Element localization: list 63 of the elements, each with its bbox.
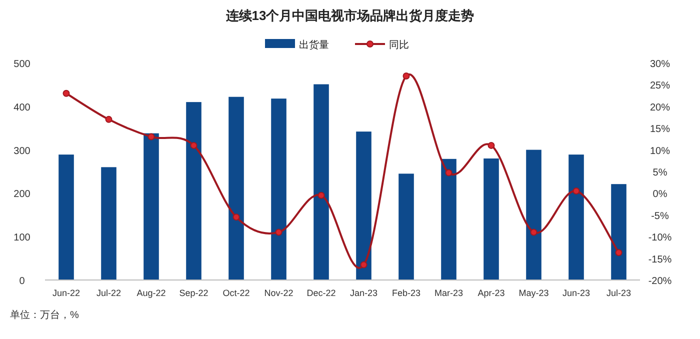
point [105, 116, 112, 123]
y-tick-label: 400 [14, 102, 31, 114]
y2-tick-label: -15% [648, 254, 672, 266]
bar [611, 184, 626, 280]
y-tick-label: 200 [14, 189, 31, 200]
bar [526, 150, 542, 280]
y2-tick-label: 20% [650, 102, 670, 114]
y-tick-label: 300 [14, 146, 31, 157]
x-tick-label: Sep-22 [179, 288, 208, 298]
bar [398, 174, 414, 280]
point [62, 90, 70, 97]
bar [314, 84, 329, 280]
legend-label: 出货量 [299, 39, 329, 51]
x-tick-label: Feb-23 [392, 288, 421, 298]
x-tick-label: Dec-22 [306, 288, 336, 298]
point [530, 228, 538, 236]
x-tick-label: Nov-22 [264, 288, 294, 298]
x-tick-label: Jul-22 [96, 288, 122, 298]
x-tick-label: Oct-22 [222, 288, 250, 298]
bar [568, 154, 584, 280]
bar [271, 98, 286, 280]
bar [484, 158, 499, 280]
y2-tick-label: 30% [650, 59, 670, 70]
bar [58, 154, 74, 280]
chart-title: 连续13个月中国电视市场品牌出货月度走势 [224, 8, 474, 23]
text: 单位：万台，% [10, 309, 79, 321]
point [275, 228, 282, 236]
y2-tick-label: 10% [650, 146, 670, 157]
bar [144, 133, 159, 280]
legend-label: 同比 [389, 39, 409, 51]
y2-tick-label: -20% [648, 276, 672, 287]
y2-tick-label: 25% [650, 80, 670, 92]
x-tick-label: Jul-23 [606, 288, 632, 298]
bar [186, 102, 202, 280]
x-tick-label: Mar-23 [434, 288, 464, 298]
point [360, 261, 368, 268]
x-tick-label: Jun-22 [52, 288, 80, 298]
x-tick-label: Aug-22 [136, 288, 166, 298]
y-tick-label: 500 [14, 59, 31, 70]
point [402, 72, 410, 80]
point [148, 133, 155, 140]
y2-tick-label: 0% [652, 189, 668, 200]
x-tick-label: Jun-23 [562, 288, 590, 298]
point [318, 192, 325, 199]
point [488, 142, 495, 149]
bar [356, 132, 372, 280]
y2-tick-label: 15% [650, 124, 670, 136]
point [190, 142, 198, 149]
y2-tick-label: -10% [648, 232, 672, 244]
y-tick-label: 100 [14, 232, 31, 244]
point [572, 188, 580, 195]
y2-tick-label: -5% [651, 210, 669, 222]
x-tick-label: Apr-23 [478, 288, 505, 298]
x-tick-label: Jan-23 [350, 288, 378, 298]
point [615, 249, 622, 256]
bar [441, 158, 456, 280]
y2-tick-label: 5% [652, 168, 668, 178]
x-tick-label: May-23 [518, 288, 549, 298]
bar [228, 96, 244, 280]
point [232, 214, 240, 221]
y-tick-label: 0 [19, 276, 26, 287]
point [445, 169, 452, 176]
bar [101, 167, 116, 280]
